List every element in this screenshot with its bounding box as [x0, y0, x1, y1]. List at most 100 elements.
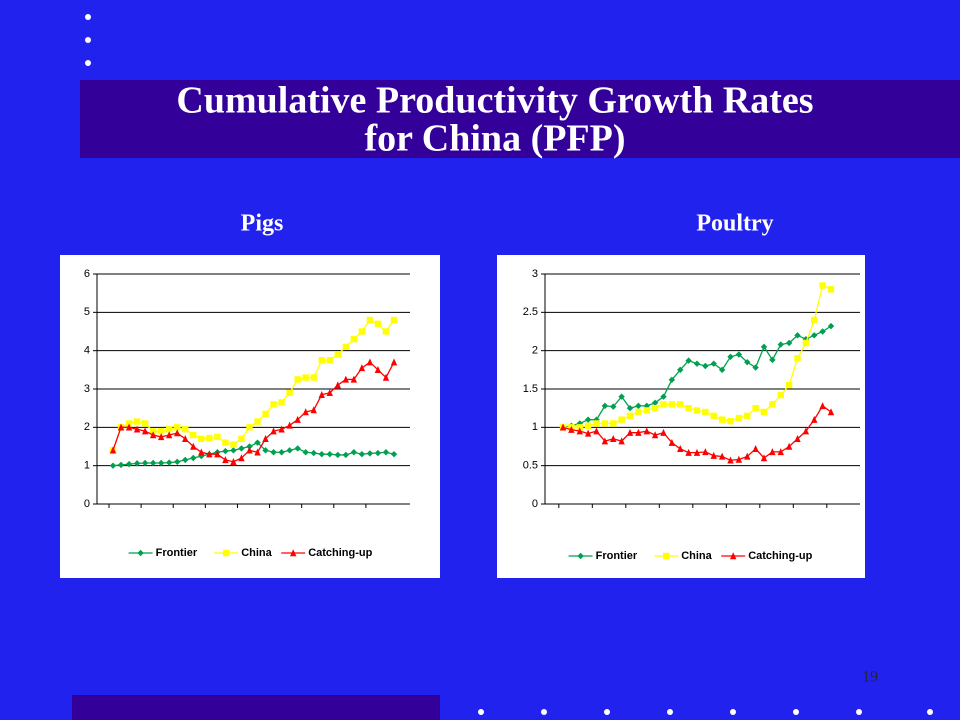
marker — [141, 420, 149, 427]
marker — [310, 374, 317, 381]
marker — [141, 459, 149, 467]
y-tick-label: 1 — [532, 421, 538, 433]
marker — [710, 451, 717, 459]
marker — [166, 459, 173, 466]
legend-label: Frontier — [156, 547, 198, 559]
marker — [286, 421, 293, 429]
marker — [660, 401, 667, 408]
marker — [610, 435, 617, 443]
marker — [390, 450, 398, 458]
marker — [811, 415, 818, 423]
marker — [794, 332, 801, 339]
marker — [342, 343, 350, 351]
marker — [286, 447, 293, 454]
marker — [254, 448, 261, 456]
marker — [727, 418, 734, 425]
marker — [350, 449, 358, 456]
y-tick-label: 2 — [84, 421, 90, 433]
marker — [125, 420, 133, 427]
marker — [334, 451, 341, 459]
marker — [366, 358, 374, 366]
marker — [133, 460, 141, 467]
marker — [246, 443, 253, 450]
chart-title: Pigs — [241, 211, 284, 237]
marker — [610, 420, 617, 427]
marker — [302, 374, 309, 381]
marker — [230, 458, 237, 466]
marker — [190, 442, 197, 450]
marker — [133, 418, 141, 425]
marker — [326, 357, 333, 364]
page-number: 19 — [862, 669, 878, 686]
marker — [125, 423, 133, 431]
marker — [819, 328, 826, 335]
marker — [668, 438, 676, 446]
series — [559, 322, 835, 431]
marker — [342, 375, 350, 383]
marker — [635, 408, 642, 416]
marker — [735, 414, 743, 422]
marker — [254, 439, 261, 446]
marker — [626, 428, 634, 436]
marker — [350, 375, 358, 383]
marker — [318, 390, 325, 398]
marker — [366, 316, 374, 324]
y-tick-label: 2.5 — [523, 306, 538, 318]
marker — [693, 360, 701, 367]
marker — [811, 316, 818, 324]
marker — [710, 412, 717, 420]
marker — [366, 450, 374, 457]
marker — [785, 381, 793, 389]
marker — [157, 433, 165, 441]
marker — [618, 437, 625, 445]
marker — [702, 448, 709, 456]
marker — [601, 420, 609, 427]
marker — [668, 376, 676, 383]
marker — [262, 410, 269, 418]
marker — [149, 427, 157, 435]
marker — [246, 446, 253, 454]
marker — [230, 447, 237, 454]
marker — [760, 343, 768, 351]
marker — [576, 424, 583, 431]
marker — [342, 451, 350, 459]
marker — [819, 282, 826, 289]
marker — [238, 435, 245, 443]
marker — [290, 549, 297, 557]
marker — [651, 399, 659, 406]
y-tick-label: 3 — [84, 383, 90, 395]
marker — [262, 447, 269, 454]
y-tick-label: 1.5 — [523, 383, 538, 395]
marker — [302, 408, 309, 416]
marker — [174, 424, 181, 431]
marker — [198, 435, 205, 443]
marker — [702, 362, 709, 370]
y-tick-label: 5 — [84, 306, 90, 318]
marker — [685, 404, 692, 412]
marker — [137, 549, 144, 557]
marker — [677, 401, 684, 408]
y-tick-label: 1 — [84, 460, 90, 472]
marker — [254, 418, 261, 425]
marker — [769, 448, 776, 456]
marker — [262, 435, 269, 443]
marker — [577, 552, 584, 560]
marker — [769, 356, 776, 364]
marker — [643, 427, 650, 435]
marker — [660, 428, 667, 436]
marker — [727, 456, 734, 464]
marker — [166, 431, 173, 439]
marker — [294, 445, 301, 452]
marker — [198, 448, 205, 456]
marker — [827, 286, 835, 293]
marker — [785, 339, 793, 347]
footer-band — [72, 695, 440, 720]
marker — [374, 366, 382, 374]
marker — [760, 408, 768, 416]
marker — [133, 425, 141, 433]
marker — [668, 401, 676, 408]
marker — [190, 431, 197, 439]
marker — [382, 328, 390, 335]
marker — [149, 459, 157, 467]
